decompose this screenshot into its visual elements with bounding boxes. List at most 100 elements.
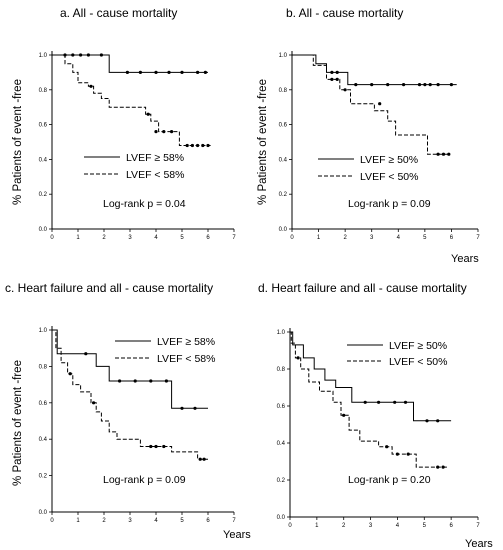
panel-c-series-1-censor-mark <box>84 352 88 356</box>
panel-c-legend-label-2: LVEF < 58% <box>157 353 215 365</box>
panel-a-series-1-censor-mark <box>99 53 103 57</box>
panel-c-series-2-censor-mark <box>202 457 206 461</box>
panel-c-y-tick-label: 0.4 <box>39 437 48 443</box>
panel-b-y-tick-label: 0.6 <box>279 123 288 129</box>
panel-c-x-tick-label: 7 <box>232 518 236 524</box>
panel-d-series-2-censor-mark <box>296 356 300 360</box>
panel-d-y-tick-label: 0.0 <box>277 515 286 521</box>
panel-d-series-2-censor-mark <box>342 413 346 417</box>
panel-c-series-2-line <box>52 329 208 460</box>
panel-c-y-tick-label: 0.0 <box>39 510 48 516</box>
panel-b-series-1-censor-mark <box>386 83 390 87</box>
panel-c: c. Heart failure and all - cause mortali… <box>5 281 251 541</box>
panel-a-series-2-censor-mark <box>170 130 174 134</box>
panel-b-series-1-censor-mark <box>402 83 406 87</box>
panel-a-y-tick-label: 0.4 <box>39 157 48 163</box>
panel-c-y-tick-label: 0.2 <box>39 474 48 480</box>
panel-c-series-1-censor-mark <box>193 406 197 410</box>
panel-a-series-2-censor-mark <box>154 130 158 134</box>
panel-d-x-tick-label: 1 <box>315 523 319 529</box>
panel-b-legend-label-1: LVEF ≥ 50% <box>360 154 418 166</box>
panel-d-y-tick-label: 0.2 <box>277 478 286 484</box>
panel-c-series-1-censor-mark <box>133 379 137 383</box>
panel-b-xlabel: Years <box>451 253 479 265</box>
panel-c-x-tick-label: 0 <box>50 518 54 524</box>
panel-a-legend-label-2: LVEF < 58% <box>126 169 184 181</box>
panel-d-series-1-censor-mark <box>425 419 429 423</box>
panel-a-x-tick-label: 7 <box>232 235 236 241</box>
panel-a-x-tick-label: 5 <box>180 235 184 241</box>
panel-d-series-1-line <box>290 331 452 422</box>
panel-d-plot-area: 0 1 2 3 4 5 6 7 0.0 0.2 0.4 0.6 0.8 1.0 <box>277 328 480 529</box>
panel-d-logrank: Log-rank p = 0.20 <box>348 474 431 486</box>
panel-a-y-tick-label: 0.8 <box>39 88 48 94</box>
panel-d-series-2-censor-mark <box>441 465 445 469</box>
panel-b-x-tick-label: 5 <box>423 235 427 241</box>
panel-b-series-2-censor-mark <box>330 77 334 81</box>
panel-b-x-tick-label: 0 <box>290 235 294 241</box>
panel-d-series-1-censor-mark <box>377 400 381 404</box>
panel-b-x-tick-label: 2 <box>343 235 347 241</box>
panel-b-series-2-censor-mark <box>335 77 339 81</box>
panel-b-series-1-censor-mark <box>335 70 339 74</box>
panel-c-y-tick-label: 0.6 <box>39 401 48 407</box>
panel-c-series-1-censor-mark <box>149 379 153 383</box>
panel-d-legend-label-1: LVEF ≥ 50% <box>389 340 447 352</box>
panel-b-plot-area: 0 1 2 3 4 5 6 7 0.0 0.2 0.4 0.6 0.8 1.0 <box>279 51 480 241</box>
panel-d-x-tick-label: 2 <box>342 523 346 529</box>
panel-a-x-tick-label: 2 <box>102 235 106 241</box>
panel-d-x-tick-label: 3 <box>369 523 373 529</box>
panel-c-series-2-censor-mark <box>198 457 202 461</box>
panel-a-series-1-censor-mark <box>180 70 184 74</box>
panel-c-x-tick-label: 6 <box>206 518 210 524</box>
panel-c-series-1-censor-mark <box>164 379 168 383</box>
panel-a-y-tick-label: 0.0 <box>39 227 48 233</box>
panel-d-legend-label-2: LVEF < 50% <box>389 356 447 368</box>
panel-b-legend-label-2: LVEF < 50% <box>360 171 418 183</box>
panel-a-series-2-censor-mark <box>162 130 166 134</box>
panel-d-x-tick-label: 6 <box>449 523 453 529</box>
panel-d-series-2-line <box>290 331 449 468</box>
panel-b-series-1-censor-mark <box>428 83 432 87</box>
panel-a-x-tick-label: 3 <box>128 235 132 241</box>
panel-c-y-tick-label: 1.0 <box>39 328 48 334</box>
panel-b-series-1-censor-mark <box>417 83 422 87</box>
panel-d-series-1-censor-mark <box>403 400 408 404</box>
panel-d-x-tick-label: 4 <box>396 523 400 529</box>
panel-b-x-tick-label: 7 <box>476 235 480 241</box>
panel-b-x-tick-label: 4 <box>397 235 401 241</box>
panel-a-x-tick-label: 1 <box>76 235 80 241</box>
panel-d-series-2-censor-mark <box>385 445 389 449</box>
panel-a-series-2-censor-mark <box>146 112 150 116</box>
panel-d-x-tick-label: 7 <box>476 523 480 529</box>
panel-b-series-2-censor-mark <box>436 152 440 156</box>
panel-a-ylabel: % Patients of event -free <box>12 79 24 205</box>
panel-d: d. Heart failure and all - cause mortali… <box>258 281 493 550</box>
panel-b-series-1-censor-mark <box>423 83 427 87</box>
panel-b-series-1-censor-mark <box>436 83 440 87</box>
panel-d-title: d. Heart failure and all - cause mortali… <box>258 281 467 295</box>
panel-c-x-tick-label: 2 <box>102 518 106 524</box>
panel-b-x-tick-label: 3 <box>370 235 374 241</box>
panel-b-y-tick-label: 0.4 <box>279 157 288 163</box>
panel-b-series-1-censor-mark <box>330 70 334 74</box>
panel-c-series-2-censor-mark <box>154 444 158 449</box>
panel-d-xlabel: Years <box>465 538 493 550</box>
panel-c-series-1-line <box>52 329 208 409</box>
panel-b-series-1-censor-mark <box>449 83 453 87</box>
panel-b: b. All - cause mortality % Patients of e… <box>257 6 480 265</box>
panel-d-series-2-censor-mark <box>436 465 440 469</box>
panel-d-series-2-censor-mark <box>395 452 399 456</box>
panel-c-title: c. Heart failure and all - cause mortali… <box>5 281 213 295</box>
panel-a-series-1-censor-mark <box>71 53 75 57</box>
panel-a-series-1-line <box>52 54 208 73</box>
panel-c-series-2-censor-mark <box>68 372 72 376</box>
panel-a-series-2-censor-mark <box>190 143 194 148</box>
panel-a-series-1-censor-mark <box>167 70 171 74</box>
panel-a-x-tick-label: 6 <box>206 235 210 241</box>
panel-c-x-tick-label: 1 <box>76 518 80 524</box>
panel-c-x-tick-label: 5 <box>180 518 184 524</box>
panel-c-series-2-censor-mark <box>92 401 96 405</box>
panel-c-series-2-censor-mark <box>162 444 166 449</box>
